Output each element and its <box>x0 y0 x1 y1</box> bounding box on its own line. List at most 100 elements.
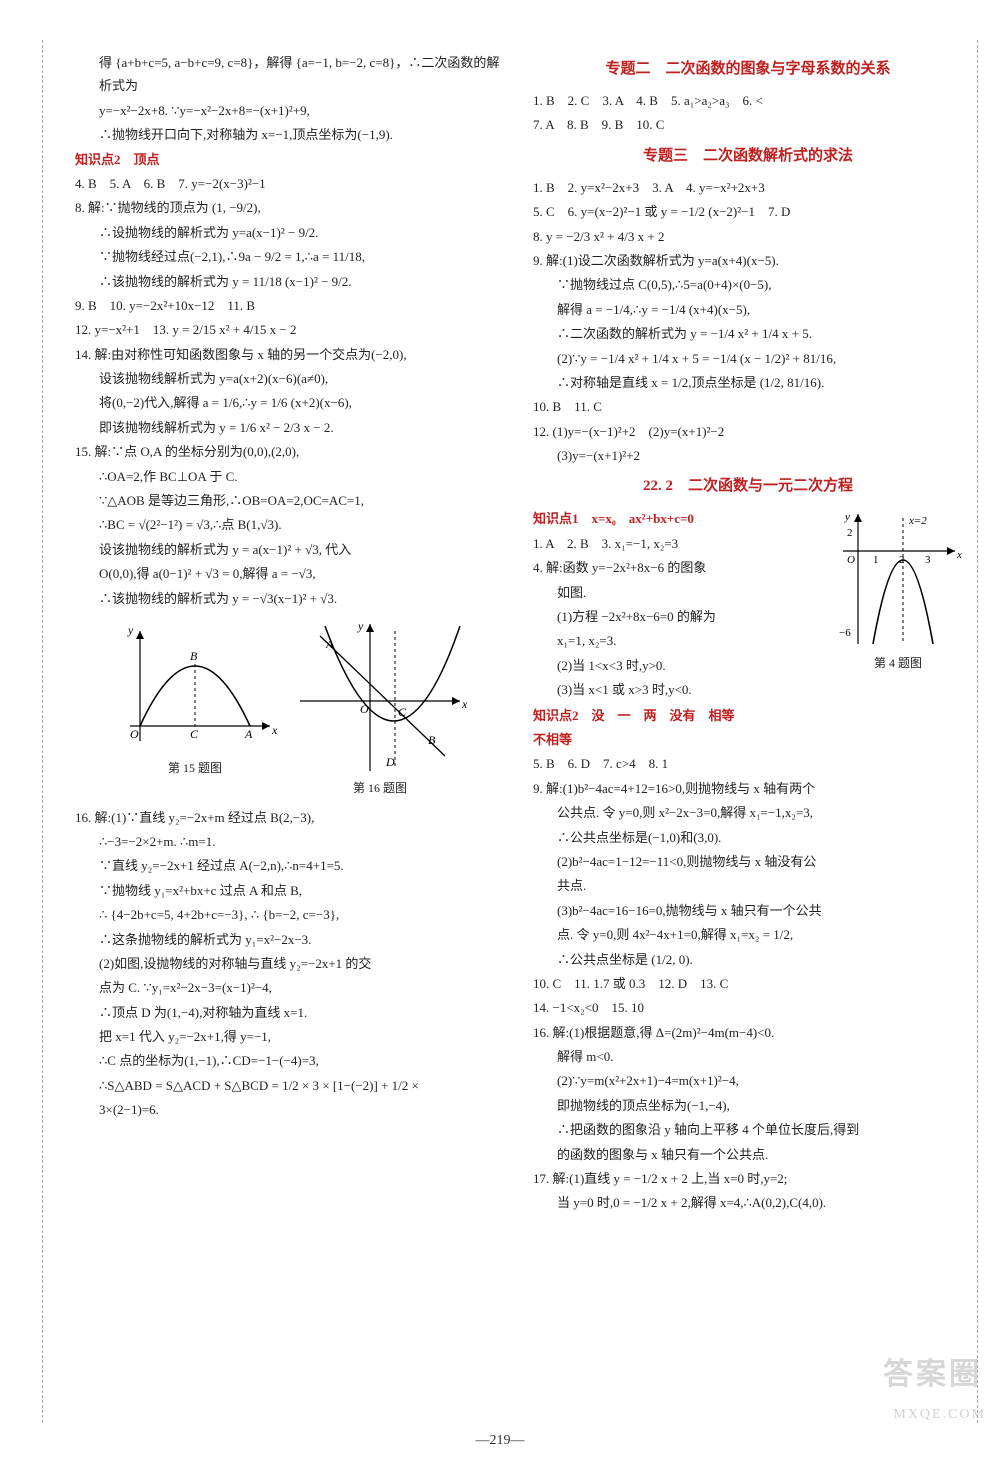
text: ∴BC = √(2²−1²) = √3,∴点 B(1,√3). <box>75 513 505 536</box>
text: 10. C 11. 1.7 或 0.3 12. D 13. C <box>533 972 963 995</box>
text: 把 x=1 代入 y₂=−2x+1,得 y=−1, <box>75 1025 505 1048</box>
text: ∴ {4−2b+c=5, 4+2b+c=−3}, ∴ {b=−2, c=−3}, <box>75 903 505 926</box>
text: 14. −1<x₂<0 15. 10 <box>533 996 963 1019</box>
text: 1. B 2. y=x²−2x+3 3. A 4. y=−x²+2x+3 <box>533 176 963 199</box>
text: 4. 解:函数 y=−2x²+8x−6 的图象 <box>533 556 825 579</box>
text: 4. B 5. A 6. B 7. y=−2(x−3)²−1 <box>75 172 505 195</box>
margin-dash-right <box>977 40 978 1423</box>
svg-text:x: x <box>461 697 468 711</box>
svg-text:y: y <box>357 619 364 633</box>
text: 8. 解:∵抛物线的顶点为 (1, −9/2), <box>75 196 505 219</box>
figure-caption: 第 15 题图 <box>110 758 280 780</box>
figure-15: x y B O C A 第 15 题图 <box>110 616 280 800</box>
parabola-figure-15: x y B O C A <box>110 616 280 756</box>
text: ∴公共点坐标是 (1/2, 0). <box>533 948 963 971</box>
svg-text:O: O <box>130 727 139 741</box>
text: 即该抛物线解析式为 y = 1/6 x² − 2/3 x − 2. <box>75 416 505 439</box>
text: 如图. <box>533 581 825 604</box>
figure-caption: 第 16 题图 <box>290 778 470 800</box>
svg-text:2: 2 <box>847 527 853 539</box>
text: 8. y = −2/3 x² + 4/3 x + 2 <box>533 225 963 248</box>
text: 共点. <box>533 874 963 897</box>
svg-text:D: D <box>385 755 395 769</box>
text: (2)如图,设抛物线的对称轴与直线 y₂=−2x+1 的交 <box>75 952 505 975</box>
margin-dash-left <box>42 40 43 1423</box>
text: 3×(2−1)=6. <box>75 1098 505 1121</box>
text: ∴−3=−2×2+m. ∴m=1. <box>75 830 505 853</box>
text: 5. B 6. D 7. c>4 8. 1 <box>533 752 963 775</box>
text: 17. 解:(1)直线 y = −1/2 x + 2 上,当 x=0 时,y=2… <box>533 1167 963 1190</box>
text: 1. A 2. B 3. x₁=−1, x₂=3 <box>533 532 825 555</box>
text: 9. B 10. y=−2x²+10x−12 11. B <box>75 294 505 317</box>
text: (2)当 1<x<3 时,y>0. <box>533 654 825 677</box>
knowledge-heading: 知识点2 顶点 <box>75 148 505 171</box>
text: ∴S△ABD = S△ACD + S△BCD = 1/2 × 3 × [1−(−… <box>75 1074 505 1097</box>
text: ∴对称轴是直线 x = 1/2,顶点坐标是 (1/2, 81/16). <box>533 371 963 394</box>
text: 7. A 8. B 9. B 10. C <box>533 113 963 136</box>
text: 9. 解:(1)b²−4ac=4+12=16>0,则抛物线与 x 轴有两个 <box>533 777 963 800</box>
text: x₁=1, x₂=3. <box>533 629 825 652</box>
text: 设该抛物线解析式为 y=a(x+2)(x−6)(a≠0), <box>75 367 505 390</box>
text-with-figure: 知识点1 x=x₀ ax²+bx+c=0 1. A 2. B 3. x₁=−1,… <box>533 506 963 702</box>
text: ∴抛物线开口向下,对称轴为 x=−1,顶点坐标为(−1,9). <box>75 123 505 146</box>
text: ∴把函数的图象沿 y 轴向上平移 4 个单位长度后,得到 <box>533 1118 963 1141</box>
section-heading: 专题二 二次函数的图象与字母系数的关系 <box>533 56 963 83</box>
text: 的函数的图象与 x 轴只有一个公共点. <box>533 1143 963 1166</box>
text: 1. B 2. C 3. A 4. B 5. a₁>a₂>a₃ 6. < <box>533 89 963 112</box>
svg-text:A: A <box>325 637 334 651</box>
text: ∴二次函数的解析式为 y = −1/4 x² + 1/4 x + 5. <box>533 322 963 345</box>
text: (3)b²−4ac=16−16=0,抛物线与 x 轴只有一个公共 <box>533 899 963 922</box>
text: (3)当 x<1 或 x>3 时,y<0. <box>533 678 825 701</box>
text: 点为 C. ∵y₁=x²−2x−3=(x−1)²−4, <box>75 976 505 999</box>
svg-text:y: y <box>127 623 134 637</box>
text: (1)方程 −2x²+8x−6=0 的解为 <box>533 605 825 628</box>
svg-text:x: x <box>271 723 278 737</box>
text: ∵直线 y₂=−2x+1 经过点 A(−2,n),∴n=4+1=5. <box>75 854 505 877</box>
figure-caption: 第 4 题图 <box>833 653 963 675</box>
text: 得 {a+b+c=5, a−b+c=9, c=8}，解得 {a=−1, b=−2… <box>75 51 505 98</box>
svg-text:O: O <box>847 554 855 566</box>
text: 16. 解:(1)∵直线 y₂=−2x+m 经过点 B(2,−3), <box>75 806 505 829</box>
svg-text:3: 3 <box>925 554 931 566</box>
text: ∵抛物线 y₁=x²+bx+c 过点 A 和点 B, <box>75 879 505 902</box>
section-heading: 22. 2 二次函数与一元二次方程 <box>533 473 963 500</box>
parabola-figure-16: x y A O C B D <box>290 616 470 776</box>
text: ∵△AOB 是等边三角形,∴OB=OA=2,OC=AC=1, <box>75 489 505 512</box>
text: ∴C 点的坐标为(1,−1),∴CD=−1−(−4)=3, <box>75 1049 505 1072</box>
svg-text:B: B <box>428 733 436 747</box>
text: 当 y=0 时,0 = −1/2 x + 2,解得 x=4,∴A(0,2),C(… <box>533 1191 963 1214</box>
text: 解得 a = −1/4,∴y = −1/4 (x+4)(x−5), <box>533 298 963 321</box>
knowledge-heading: 不相等 <box>533 728 963 751</box>
text: ∵抛物线过点 C(0,5),∴5=a(0+4)×(0−5), <box>533 273 963 296</box>
svg-text:A: A <box>244 727 253 741</box>
svg-text:1: 1 <box>873 554 879 566</box>
text: (2)∵y=m(x²+2x+1)−4=m(x+1)²−4, <box>533 1069 963 1092</box>
svg-text:x: x <box>956 549 962 561</box>
svg-text:−6: −6 <box>839 627 851 639</box>
svg-text:C: C <box>190 727 199 741</box>
text: 12. (1)y=−(x−1)²+2 (2)y=(x+1)²−2 <box>533 420 963 443</box>
text: ∴设抛物线的解析式为 y=a(x−1)² − 9/2. <box>75 221 505 244</box>
text: y=−x²−2x+8. ∵y=−x²−2x+8=−(x+1)²+9, <box>75 99 505 122</box>
knowledge-heading: 知识点2 没 一 两 没有 相等 <box>533 704 963 727</box>
text: 解得 m<0. <box>533 1045 963 1068</box>
text: (3)y=−(x+1)²+2 <box>533 444 963 467</box>
text: ∴该抛物线的解析式为 y = 11/18 (x−1)² − 9/2. <box>75 270 505 293</box>
text: 将(0,−2)代入,解得 a = 1/6,∴y = 1/6 (x+2)(x−6)… <box>75 391 505 414</box>
watermark-url: MXQE.COM <box>893 1407 986 1423</box>
text: 设该抛物线的解析式为 y = a(x−1)² + √3, 代入 <box>75 538 505 561</box>
text: (2)b²−4ac=1−12=−11<0,则抛物线与 x 轴没有公 <box>533 850 963 873</box>
figure-row: x y B O C A 第 15 题图 x y <box>75 616 505 800</box>
text: ∴该抛物线的解析式为 y = −√3(x−1)² + √3. <box>75 587 505 610</box>
text: ∴顶点 D 为(1,−4),对称轴为直线 x=1. <box>75 1001 505 1024</box>
svg-text:B: B <box>190 649 198 663</box>
text: ∴这条抛物线的解析式为 y₁=x²−2x−3. <box>75 928 505 951</box>
text: 点. 令 y=0,则 4x²−4x+1=0,解得 x₁=x₂ = 1/2, <box>533 923 963 946</box>
svg-text:C: C <box>398 705 407 719</box>
svg-text:2: 2 <box>899 554 905 566</box>
text: ∴OA=2,作 BC⊥OA 于 C. <box>75 465 505 488</box>
text: (2)∵y = −1/4 x² + 1/4 x + 5 = −1/4 (x − … <box>533 347 963 370</box>
page-number: —219— <box>0 1433 1000 1449</box>
text: 公共点. 令 y=0,则 x²−2x−3=0,解得 x₁=−1,x₂=3, <box>533 801 963 824</box>
text: ∵抛物线经过点(−2,1),∴9a − 9/2 = 1,∴a = 11/18, <box>75 245 505 268</box>
